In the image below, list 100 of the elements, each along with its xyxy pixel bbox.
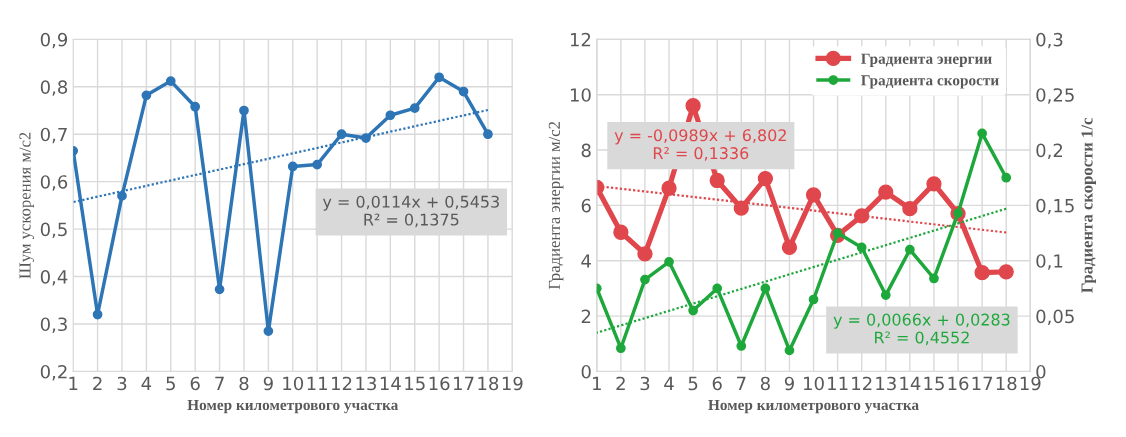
point	[998, 264, 1014, 280]
y-tick-label: 0,7	[40, 127, 67, 144]
x-tick-label: 7	[215, 376, 224, 391]
y-tick-label: 0,9	[40, 32, 68, 49]
x-tick-label: 11	[307, 376, 327, 391]
x-tick-label: 18	[478, 376, 499, 391]
point	[905, 244, 915, 255]
x-tick-label: 7	[737, 376, 746, 391]
point	[781, 239, 798, 256]
point	[709, 172, 725, 189]
point	[434, 72, 445, 83]
y-tick-label: 8	[581, 143, 591, 158]
y-tick-label: 10	[570, 88, 591, 102]
y2-tick-label: 0,2	[1036, 143, 1063, 159]
y2-tick-label: 0,3	[1036, 32, 1063, 49]
x-tick-label: 3	[117, 376, 127, 391]
point	[458, 86, 469, 97]
point	[688, 305, 698, 316]
y-tick-label: 4	[581, 254, 591, 268]
x-tick-label: 14	[900, 376, 921, 391]
x-tick-label: 4	[141, 376, 152, 391]
y2-axis-title: Градиента скорости 1/с	[1081, 118, 1097, 293]
y-axis-title: Градиента энергии м/с2	[548, 121, 564, 290]
point	[733, 200, 749, 216]
x-tick-label: 18	[996, 376, 1017, 391]
x-tick-label: 13	[356, 376, 376, 391]
point	[616, 343, 626, 354]
point	[856, 242, 867, 253]
point	[1001, 172, 1012, 183]
x-axis-title: Номер километрового участка	[187, 399, 399, 414]
y-tick-label: 6	[581, 198, 591, 213]
point	[736, 341, 747, 351]
annotation: y = -0,0989x + 6,802 R² = 0,1336	[614, 129, 786, 161]
point	[287, 161, 298, 172]
point	[784, 345, 795, 356]
point	[117, 191, 127, 201]
x-tick-label: 19	[502, 376, 523, 391]
point	[902, 201, 918, 217]
x-tick-label: 10	[283, 376, 304, 391]
legend-label: Градиента скорости	[861, 75, 999, 89]
point	[214, 284, 225, 295]
x-tick-label: 16	[948, 376, 969, 391]
y-tick-label: 0,3	[40, 317, 67, 333]
point	[312, 159, 323, 170]
point	[757, 170, 774, 187]
point	[165, 76, 176, 86]
x-tick-label: 17	[972, 376, 993, 391]
x-tick-label: 15	[924, 376, 944, 391]
x-tick-label: 10	[804, 376, 824, 391]
y-tick-label: 0,8	[40, 80, 68, 96]
annotation: y = 0,0114x + 0,5453 R² = 0,1375	[322, 195, 499, 228]
point	[977, 128, 987, 139]
x-axis-title: Номер километрового участка	[708, 399, 919, 414]
x-tick-label: 5	[688, 376, 698, 391]
x-tick-label: 16	[429, 376, 450, 391]
x-tick-label: 12	[852, 376, 872, 391]
x-tick-label: 13	[876, 376, 896, 391]
point	[974, 265, 990, 281]
point	[760, 283, 771, 294]
x-tick-label: 8	[239, 376, 249, 391]
y-tick-label: 0,5	[40, 222, 67, 239]
x-tick-label: 1	[593, 376, 601, 391]
x-tick-label: 6	[712, 376, 722, 391]
point	[640, 274, 650, 285]
x-tick-label: 8	[760, 376, 770, 391]
point	[685, 98, 701, 114]
y-tick-label: 0,4	[40, 270, 68, 286]
point	[712, 283, 723, 294]
legend-label: Градиента энергии	[861, 53, 992, 68]
point	[141, 90, 152, 101]
point	[637, 246, 653, 262]
y-tick-label: 12	[570, 32, 591, 47]
x-tick-label: 9	[263, 376, 273, 391]
x-tick-label: 17	[454, 376, 474, 391]
point	[483, 129, 493, 140]
y2-tick-label: 0,15	[1036, 198, 1074, 215]
point	[878, 184, 894, 200]
point	[929, 273, 939, 284]
point	[409, 103, 420, 113]
y2-tick-label: 0,1	[1036, 254, 1063, 270]
y-tick-label: 0	[581, 364, 591, 379]
x-tick-label: 14	[380, 376, 401, 391]
point	[808, 294, 819, 305]
x-tick-label: 9	[784, 376, 794, 391]
point	[190, 101, 201, 112]
point	[926, 176, 942, 192]
point	[263, 326, 274, 336]
y-tick-label: 0,6	[40, 175, 68, 191]
point	[239, 105, 249, 116]
annotation: y = 0,0066x + 0,0283 R² = 0,4552	[833, 313, 1010, 346]
x-tick-label: 12	[332, 376, 352, 391]
y-tick-label: 0,2	[40, 364, 67, 381]
point	[805, 187, 822, 203]
point	[336, 129, 347, 140]
point	[661, 180, 677, 196]
x-tick-label: 5	[166, 376, 175, 391]
x-tick-label: 2	[93, 376, 102, 391]
x-tick-label: 11	[828, 376, 848, 391]
y2-tick-label: 0,05	[1036, 309, 1074, 326]
point	[664, 256, 674, 267]
